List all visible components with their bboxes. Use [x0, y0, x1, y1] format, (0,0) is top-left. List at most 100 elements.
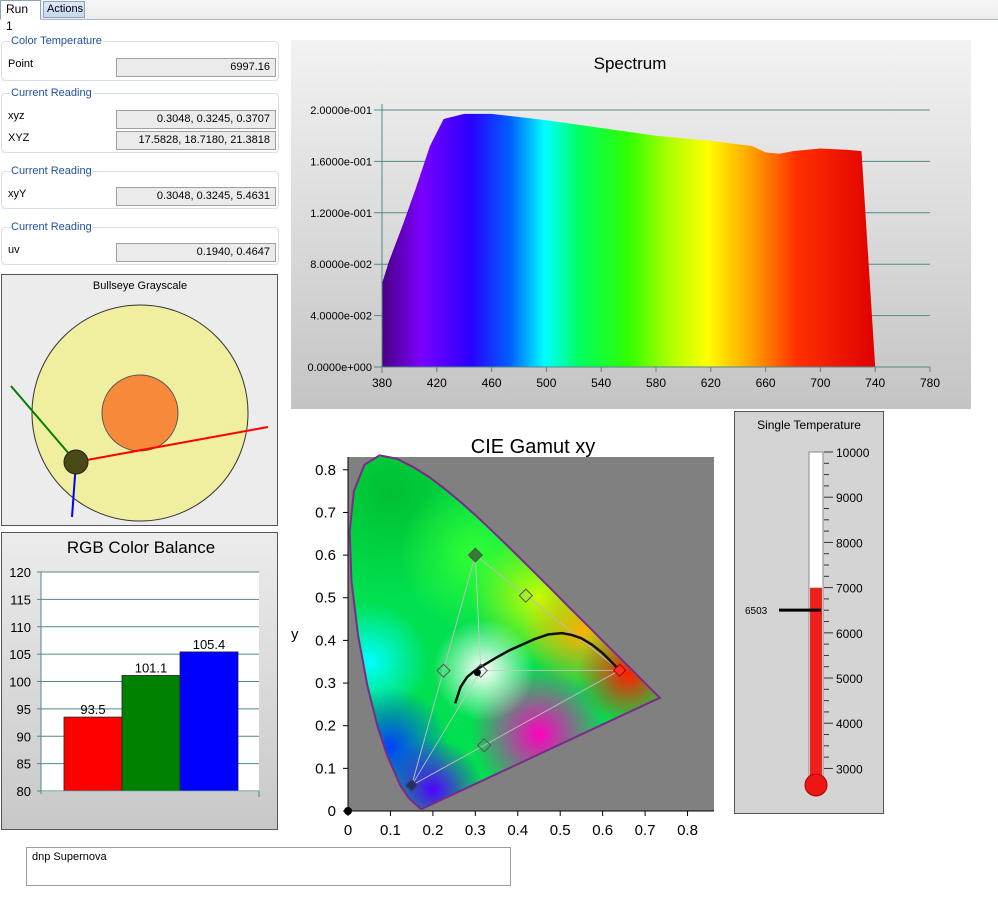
tab-bar: Run 1 Actions — [0, 0, 998, 33]
rgb-bar-r — [63, 716, 123, 792]
thermometer-bulb — [804, 773, 828, 797]
rgb-ytick-label: 85 — [17, 757, 31, 772]
xyz-value-field: 0.3048, 0.3245, 0.3707 — [116, 110, 276, 129]
rgb-ytick-label: 95 — [17, 702, 31, 717]
cie-target-gamut-triangle — [410, 554, 621, 787]
thermometer-title: Single Temperature — [757, 418, 861, 432]
group-title: Current Reading — [10, 221, 93, 233]
XYZ-value-field: 17.5828, 18.7180, 21.3818 — [116, 131, 276, 150]
thermometer-tick-label: 9000 — [836, 491, 863, 505]
current-reading-uv-group: Current Reading uv 0.1940, 0.4647 — [1, 221, 279, 265]
thermometer-tick-label: 6000 — [836, 627, 863, 641]
tab-actions[interactable]: Actions — [43, 1, 85, 18]
point-label: Point — [8, 58, 34, 70]
cie-y-axis-label: y — [291, 626, 299, 643]
rgb-balance-chart: RGB Color Balance 80 85 90 95 100 105 110 115 12… — [9, 538, 260, 799]
spectrum-ytick-label: 2.0000e-001 — [310, 105, 372, 117]
cie-planckian-locus — [454, 631, 623, 704]
single-temperature-panel: Single Temperature 10000 9000 8000 7000 6000… — [734, 411, 884, 814]
xyY-value-field: 0.3048, 0.3245, 5.4631 — [116, 187, 276, 206]
spectrum-xtick-label: 460 — [482, 376, 502, 390]
thermometer-gauge: Single Temperature 10000 9000 8000 7000 6000… — [745, 418, 870, 797]
xyY-label: xyY — [8, 188, 27, 200]
thermometer-tick-label: 8000 — [836, 536, 863, 550]
spectrum-title: Spectrum — [594, 54, 667, 73]
thermometer-tick-label: 3000 — [836, 762, 863, 776]
rgb-ytick-label: 80 — [17, 784, 31, 799]
cie-ytick-label: 0.1 — [315, 760, 336, 777]
cie-ytick-label: 0.7 — [315, 504, 336, 521]
cie-xtick-label: 0.6 — [592, 822, 613, 839]
point-value-field: 6997.16 — [116, 58, 276, 77]
rgb-ytick-label: 105 — [9, 647, 31, 662]
bullseye-measured-point — [63, 449, 89, 475]
uv-label: uv — [8, 244, 20, 256]
rgb-bar-value-label: 101.1 — [135, 660, 168, 675]
thermometer-tick-label: 7000 — [836, 582, 863, 596]
rgb-bar-b — [179, 651, 239, 792]
cie-green-primary-marker — [467, 547, 484, 563]
cie-white-to-primary-line — [474, 555, 482, 671]
thermometer-marker-label: 6503 — [745, 606, 768, 617]
spectrum-ytick-label: 1.2000e-001 — [310, 208, 372, 220]
cie-xtick-label: 0.8 — [677, 822, 698, 839]
spectrum-chart: Spectrum 0.0000e+000 4.0000e-002 8.0000e-0… — [307, 54, 940, 390]
cie-xtick-label: 0.5 — [550, 822, 571, 839]
cie-ytick-label: 0.6 — [315, 547, 336, 564]
color-temperature-group: Color Temperature Point 6997.16 — [1, 35, 279, 81]
spectrum-xtick-label: 420 — [427, 376, 447, 390]
rgb-bar-value-label: 93.5 — [80, 702, 105, 717]
tab-run-1[interactable]: Run 1 — [0, 0, 41, 33]
cie-origin-point — [344, 807, 352, 815]
cie-secondary-target-marker — [518, 588, 534, 603]
XYZ-label: XYZ — [8, 132, 30, 144]
group-title: Color Temperature — [10, 35, 103, 47]
current-reading-xyz-group: Current Reading xyz 0.3048, 0.3245, 0.37… — [1, 87, 279, 153]
group-title: Current Reading — [10, 165, 93, 177]
bullseye-inner-target — [101, 374, 179, 452]
current-reading-xyY-group: Current Reading xyY 0.3048, 0.3245, 5.46… — [1, 165, 279, 209]
cie-xtick-label: 0 — [344, 822, 352, 839]
cie-xtick-label: 0.2 — [422, 822, 443, 839]
thermometer-fill — [810, 587, 822, 782]
rgb-ytick-label: 90 — [17, 729, 31, 744]
spectrum-xtick-label: 540 — [591, 376, 611, 390]
spectrum-xtick-label: 780 — [920, 376, 940, 390]
group-title: Current Reading — [10, 87, 93, 99]
rgb-ytick-label: 100 — [9, 675, 31, 690]
cie-xtick-label: 0.4 — [507, 822, 528, 839]
thermometer-tick-label: 10000 — [836, 446, 870, 460]
rgb-bar-value-label: 105.4 — [193, 637, 226, 652]
spectrum-xtick-label: 500 — [536, 376, 556, 390]
thermometer-tick-label: 4000 — [836, 717, 863, 731]
cie-red-primary-marker — [612, 663, 627, 677]
spectrum-xtick-label: 660 — [756, 376, 776, 390]
cie-white-target-marker — [473, 663, 488, 678]
cie-fill-blob — [381, 738, 484, 810]
xyz-label: xyz — [8, 110, 25, 122]
cie-secondary-target-marker — [436, 663, 451, 678]
cie-ytick-label: 0 — [328, 803, 336, 820]
spectrum-ytick-label: 4.0000e-002 — [310, 311, 372, 323]
rgb-balance-panel: RGB Color Balance 80 85 90 95 100 105 110 115 12… — [1, 532, 278, 830]
cie-chart: CIE Gamut xy 0 0.1 0.2 0.3 0.4 0.5 0.6 0.7 0.8 0 0… — [291, 436, 714, 839]
spectrum-ytick-label: 1.6000e-001 — [310, 156, 372, 168]
bullseye-panel: Bullseye Grayscale — [1, 274, 278, 526]
spectrum-xtick-label: 700 — [810, 376, 830, 390]
bullseye-title: Bullseye Grayscale — [93, 280, 187, 292]
rgb-ytick-label: 120 — [9, 565, 31, 580]
cie-ytick-label: 0.4 — [315, 632, 336, 649]
spectrum-ytick-label: 0.0000e+000 — [307, 362, 372, 374]
spectrum-xtick-label: 740 — [865, 376, 885, 390]
cie-xtick-label: 0.3 — [465, 822, 486, 839]
bullseye-red-vector — [75, 426, 269, 463]
spectrum-xtick-label: 580 — [646, 376, 666, 390]
spectrum-ytick-label: 8.0000e-002 — [310, 259, 372, 271]
cie-ytick-label: 0.3 — [315, 675, 336, 692]
notes-field[interactable]: dnp Supernova — [26, 847, 511, 886]
cie-spectral-locus — [348, 454, 662, 810]
rgb-bar-g — [121, 675, 181, 792]
rgb-ytick-label: 115 — [10, 592, 31, 607]
cie-white-to-primary-line — [411, 670, 482, 786]
cie-secondary-target-marker — [477, 738, 492, 753]
